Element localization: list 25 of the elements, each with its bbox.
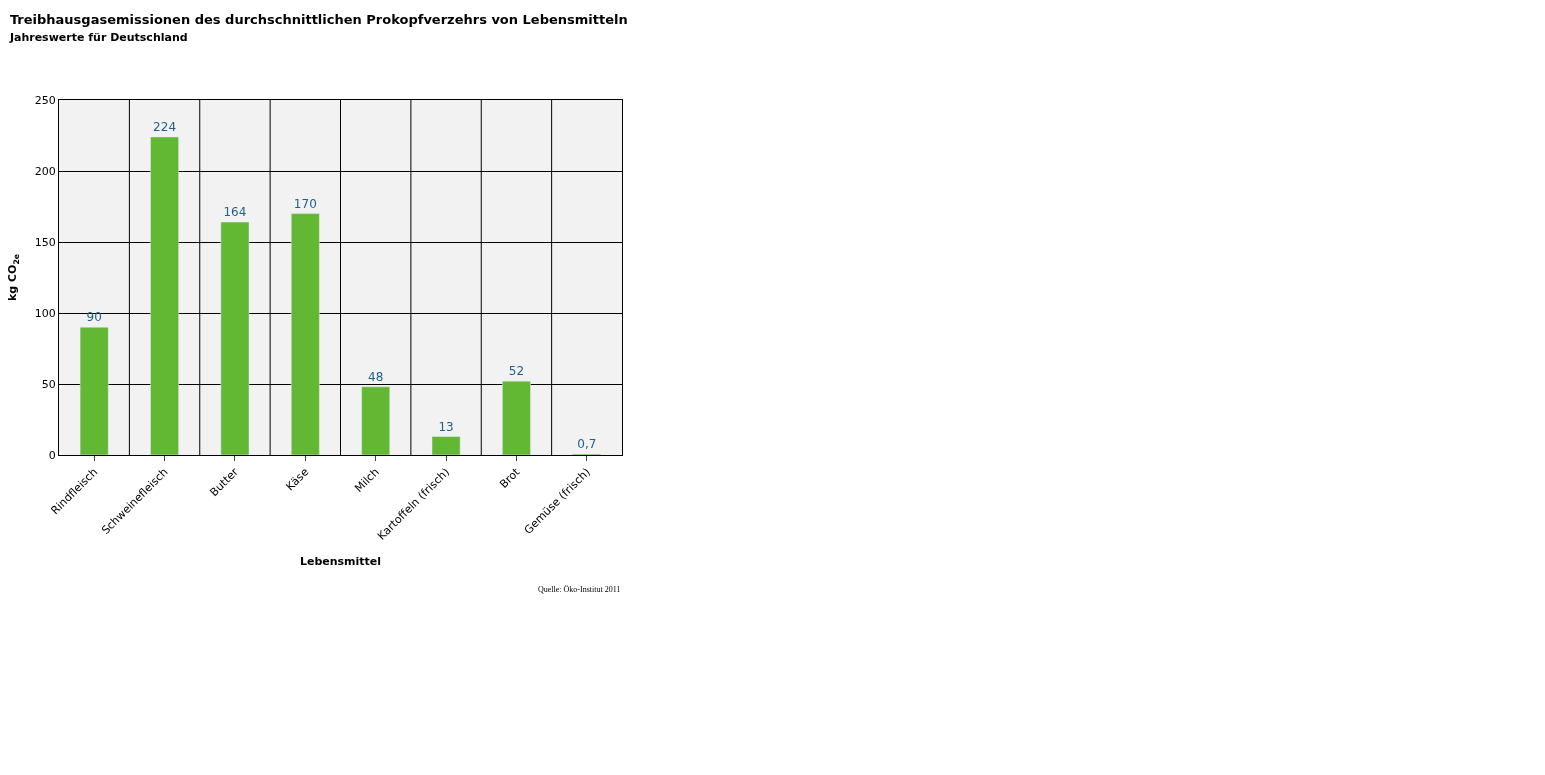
bar [502,380,531,455]
data-label: 164 [223,205,247,220]
chart-subtitle: Jahreswerte für Deutschland [8,30,188,44]
bar [431,436,461,455]
bar [79,326,109,455]
bar [220,221,250,455]
bar [361,386,391,455]
x-axis-title: Lebensmittel [299,554,382,568]
y-tick-label: 200 [34,164,56,178]
bar [150,136,179,455]
data-label: 0,7 [577,437,597,452]
bar [290,213,320,455]
source-note: Quelle: Öko-Institut 2011 [538,585,621,594]
data-label: 170 [293,196,317,211]
chart-title: Treibhausgasemissionen des durchschnittlichen Prokopfverzehrs von Lebensmitteln [9,12,628,27]
y-tick-label: 150 [34,235,56,249]
y-tick-label: 50 [41,377,56,391]
data-label: 48 [368,369,384,384]
y-tick-label: 100 [34,306,56,320]
data-label: 90 [86,310,102,325]
y-tick-label: 250 [34,93,56,107]
data-label: 224 [153,119,177,134]
data-label: 13 [438,419,454,434]
y-tick-label: 0 [48,448,56,462]
data-label: 52 [508,364,525,379]
